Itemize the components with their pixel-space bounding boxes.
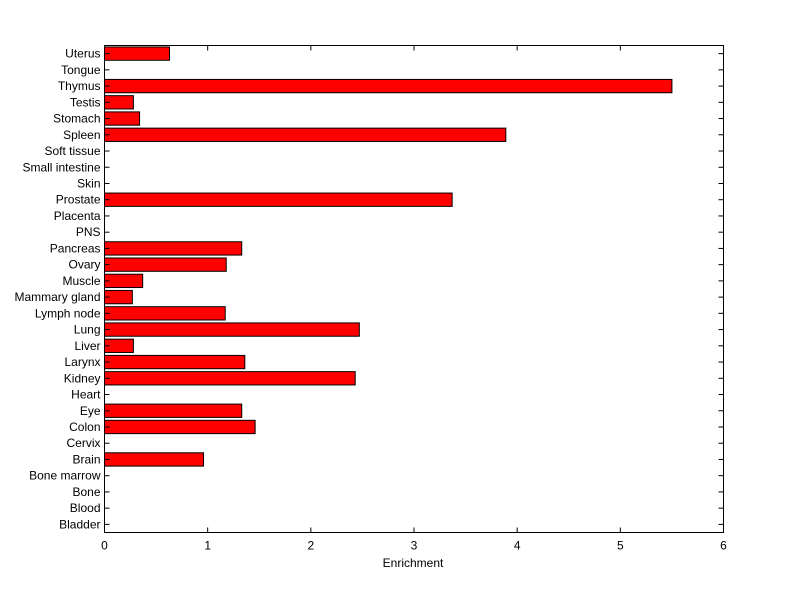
- bar-colon: [104, 419, 256, 435]
- y-tick-label-heart: Heart: [71, 388, 101, 402]
- bar-thymus: [104, 78, 673, 94]
- y-tick-label-ovary: Ovary: [68, 258, 100, 272]
- y-tick-label-thymus: Thymus: [58, 79, 101, 93]
- bars-group: [104, 46, 673, 467]
- y-tick-label-stomach: Stomach: [53, 112, 100, 126]
- y-tick-label-prostate: Prostate: [56, 193, 101, 207]
- bar-larynx: [104, 354, 246, 370]
- bar-kidney: [104, 371, 356, 386]
- y-tick-label-bone-marrow: Bone marrow: [29, 469, 101, 483]
- y-tick-label-muscle: Muscle: [62, 274, 100, 288]
- y-tick-label-placenta: Placenta: [54, 209, 101, 223]
- y-tick-label-bone: Bone: [72, 485, 100, 499]
- x-tick-label-5: 5: [617, 539, 624, 553]
- bar-lymph-node: [104, 306, 226, 321]
- x-axis-ticks: 0 1 2 3 4 5 6: [101, 45, 727, 553]
- y-tick-label-lung: Lung: [74, 323, 101, 337]
- x-tick-label-2: 2: [307, 539, 314, 553]
- y-tick-label-kidney: Kidney: [64, 371, 101, 385]
- bar-prostate: [104, 192, 453, 207]
- bar-eye: [104, 403, 243, 418]
- x-tick-label-1: 1: [204, 539, 211, 553]
- bar-brain: [104, 452, 205, 467]
- x-tick-label-4: 4: [514, 539, 521, 553]
- y-tick-label-soft-tissue: Soft tissue: [44, 144, 100, 158]
- y-tick-label-bladder: Bladder: [59, 517, 100, 531]
- y-tick-label-small-intestine: Small intestine: [22, 160, 100, 174]
- bar-muscle: [104, 273, 144, 289]
- y-tick-label-colon: Colon: [69, 420, 100, 434]
- y-tick-label-eye: Eye: [80, 404, 101, 418]
- y-tick-label-lymph-node: Lymph node: [35, 306, 101, 320]
- y-tick-label-larynx: Larynx: [64, 355, 100, 369]
- x-tick-label-3: 3: [411, 539, 418, 553]
- y-tick-label-pns: PNS: [76, 225, 101, 239]
- y-tick-label-uterus: Uterus: [65, 47, 100, 61]
- y-tick-label-blood: Blood: [70, 501, 101, 515]
- y-tick-label-brain: Brain: [72, 452, 100, 466]
- y-tick-label-tongue: Tongue: [61, 63, 101, 77]
- y-tick-label-spleen: Spleen: [63, 128, 100, 142]
- bar-stomach: [104, 111, 141, 126]
- y-tick-label-mammary-gland: Mammary gland: [14, 290, 100, 304]
- bar-ovary: [104, 257, 227, 272]
- bar-pancreas: [104, 241, 243, 256]
- y-tick-label-testis: Testis: [70, 95, 101, 109]
- x-tick-label-0: 0: [101, 539, 108, 553]
- y-tick-label-cervix: Cervix: [66, 436, 100, 450]
- bar-uterus: [104, 46, 170, 61]
- bar-lung: [104, 322, 360, 337]
- y-axis-ticks: Bladder Blood Bone Bone marrow Brain Cervix Co…: [14, 47, 724, 531]
- bar-spleen: [104, 127, 507, 142]
- x-tick-label-6: 6: [720, 539, 727, 553]
- y-tick-label-skin: Skin: [77, 176, 100, 190]
- x-axis-label: Enrichment: [383, 556, 444, 570]
- y-tick-label-pancreas: Pancreas: [50, 241, 101, 255]
- y-tick-label-liver: Liver: [74, 339, 100, 353]
